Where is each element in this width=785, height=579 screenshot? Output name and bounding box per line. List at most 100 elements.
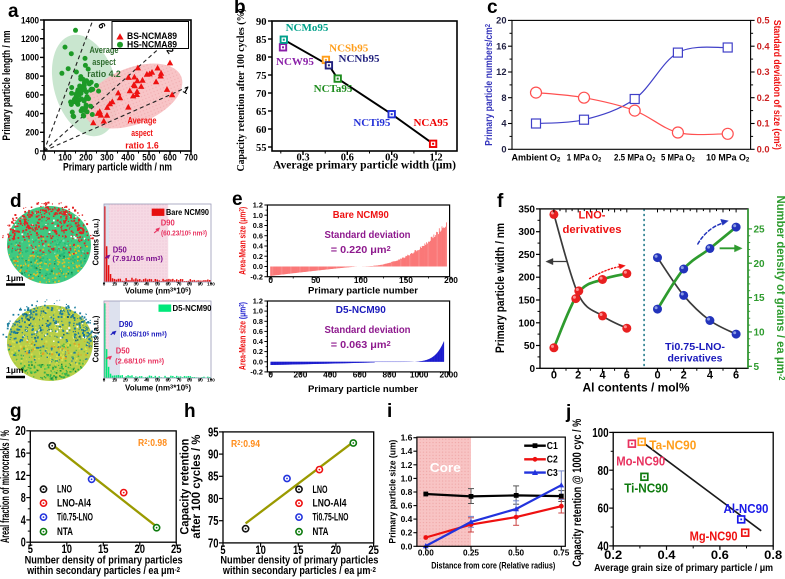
svg-text:0.6: 0.6 [341, 153, 354, 164]
svg-text:1.0: 1.0 [253, 211, 263, 220]
svg-text:0.3: 0.3 [757, 67, 770, 77]
svg-text:4: 4 [501, 119, 507, 129]
svg-text:Number density of primary part: Number density of primary particles [220, 554, 378, 566]
svg-text:20: 20 [754, 259, 766, 270]
svg-text:70: 70 [208, 536, 219, 550]
svg-text:f: f [497, 191, 504, 212]
svg-text:BS-NCMA89: BS-NCMA89 [127, 31, 177, 41]
svg-text:Standard deviation: Standard deviation [325, 325, 411, 336]
svg-text:NCNb95: NCNb95 [339, 53, 380, 65]
svg-text:Mo-NC90: Mo-NC90 [616, 454, 665, 469]
svg-text:Capacity retention @ 1000 cyc: Capacity retention @ 1000 cyc / % [570, 418, 584, 566]
svg-text:1μm: 1μm [6, 365, 24, 375]
svg-text:Ti0.75-LNO-: Ti0.75-LNO- [665, 341, 726, 353]
svg-text:0.75: 0.75 [553, 548, 569, 557]
svg-text:10 MPa O2: 10 MPa O2 [706, 153, 750, 164]
svg-text:350: 350 [518, 204, 535, 215]
svg-text:0.4: 0.4 [757, 41, 771, 51]
svg-text:LNO-: LNO- [579, 210, 606, 222]
svg-text:95: 95 [208, 425, 219, 439]
svg-text:1000: 1000 [21, 53, 39, 64]
svg-text:Area-Mean size (μm2): Area-Mean size (μm2) [238, 207, 248, 275]
svg-text:0: 0 [268, 370, 273, 380]
svg-text:1.2: 1.2 [401, 460, 413, 470]
svg-text:0: 0 [268, 275, 273, 285]
svg-text:80: 80 [187, 282, 193, 287]
svg-text:200: 200 [26, 128, 40, 139]
svg-text:NCTa95: NCTa95 [314, 83, 353, 95]
svg-text:1200: 1200 [21, 34, 39, 45]
svg-text:5 MPa O2: 5 MPa O2 [661, 153, 695, 164]
svg-text:Distance from core (Relative r: Distance from core (Relative radius) [431, 560, 555, 570]
svg-text:6: 6 [95, 21, 107, 30]
svg-text:100: 100 [354, 275, 368, 285]
svg-text:0: 0 [501, 145, 506, 155]
svg-text:0.1: 0.1 [757, 119, 770, 129]
svg-text:10: 10 [112, 378, 118, 383]
svg-text:70: 70 [176, 282, 182, 287]
svg-text:Number density of grains / ea: Number density of grains / ea μm-2 [774, 196, 785, 382]
svg-text:Area-Mean size (μm2): Area-Mean size (μm2) [238, 302, 248, 370]
svg-text:Counts (a.u.): Counts (a.u.) [91, 218, 101, 265]
svg-text:60: 60 [598, 501, 609, 516]
svg-text:0.3: 0.3 [296, 153, 309, 164]
svg-text:20: 20 [331, 543, 342, 557]
svg-text:8: 8 [501, 93, 506, 103]
svg-text:30: 30 [134, 378, 140, 383]
svg-text:derivatives: derivatives [563, 224, 622, 236]
svg-text:80: 80 [256, 53, 267, 64]
svg-text:Core: Core [430, 460, 461, 475]
svg-text:Ti-NC90: Ti-NC90 [624, 481, 668, 496]
svg-text:NTA: NTA [313, 526, 329, 538]
svg-text:Primary particle number: Primary particle number [308, 384, 418, 395]
svg-text:0.9: 0.9 [385, 153, 398, 164]
svg-text:Capacity retention after 100 c: Capacity retention after 100 cycles (%) [235, 8, 247, 171]
svg-text:Areal fraction of microcracks: Areal fraction of microcracks / % [0, 430, 12, 543]
svg-text:400: 400 [26, 109, 40, 120]
svg-text:(2.68/105 nm3): (2.68/105 nm3) [115, 356, 165, 365]
svg-text:40: 40 [144, 378, 150, 383]
svg-text:1.2: 1.2 [253, 297, 263, 306]
svg-text:D50: D50 [113, 245, 127, 255]
svg-text:0.0: 0.0 [401, 541, 413, 551]
svg-text:0.2: 0.2 [401, 528, 413, 538]
svg-text:70: 70 [256, 89, 267, 100]
svg-text:5: 5 [220, 543, 225, 557]
svg-text:1 MPa O2: 1 MPa O2 [567, 153, 602, 164]
svg-text:Al-NC90: Al-NC90 [724, 501, 769, 516]
svg-text:60: 60 [166, 282, 172, 287]
svg-text:1.0: 1.0 [253, 307, 263, 316]
svg-text:Average: Average [90, 45, 119, 56]
svg-text:D90: D90 [119, 319, 133, 329]
svg-text:within secondary particles / e: within secondary particles / ea μm-2 [222, 565, 376, 577]
svg-text:i: i [387, 401, 392, 422]
svg-text:80: 80 [187, 378, 193, 383]
svg-text:Primary particle length / nm: Primary particle length / nm [1, 31, 13, 141]
svg-text:80: 80 [598, 463, 609, 478]
svg-text:16: 16 [15, 447, 26, 461]
svg-text:15: 15 [754, 293, 766, 304]
svg-text:0.6: 0.6 [253, 231, 263, 240]
svg-text:R2:0.98: R2:0.98 [138, 437, 167, 449]
svg-text:40: 40 [598, 539, 609, 554]
svg-text:0.8: 0.8 [253, 317, 263, 326]
svg-text:200: 200 [444, 275, 458, 285]
svg-text:500: 500 [142, 153, 156, 164]
svg-text:0: 0 [42, 153, 47, 164]
svg-text:aspect: aspect [131, 128, 153, 139]
svg-text:Primary particle width / nm: Primary particle width / nm [495, 223, 507, 353]
svg-text:20: 20 [496, 16, 506, 26]
svg-text:600: 600 [163, 153, 177, 164]
svg-text:0.4: 0.4 [401, 514, 413, 524]
svg-text:NCMo95: NCMo95 [286, 22, 329, 34]
svg-text:1400: 1400 [21, 15, 39, 26]
svg-text:0.25: 0.25 [463, 548, 479, 557]
svg-text:85: 85 [256, 35, 267, 46]
svg-text:50: 50 [524, 341, 536, 352]
svg-text:0.5: 0.5 [757, 16, 770, 26]
svg-text:j: j [565, 402, 571, 423]
svg-text:25: 25 [368, 543, 379, 557]
svg-text:Ta-NC90: Ta-NC90 [649, 437, 696, 452]
svg-text:12: 12 [15, 469, 26, 483]
svg-text:LNO: LNO [57, 484, 72, 496]
